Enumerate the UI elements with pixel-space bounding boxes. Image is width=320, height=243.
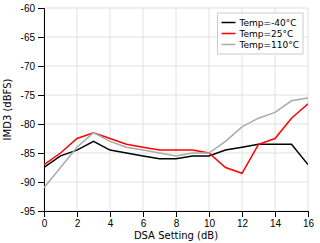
x-tick: 2 bbox=[75, 211, 81, 229]
grid-line-y bbox=[44, 8, 308, 9]
x-tick: 8 bbox=[174, 211, 180, 229]
legend-swatch bbox=[222, 44, 236, 46]
y-tick: -95 bbox=[21, 206, 44, 217]
legend-swatch bbox=[222, 22, 236, 24]
x-tick: 12 bbox=[237, 211, 249, 229]
x-tick: 6 bbox=[141, 211, 147, 229]
grid-line-y bbox=[44, 182, 308, 183]
y-tick-label: -95 bbox=[21, 206, 36, 217]
y-tick-label: -90 bbox=[21, 177, 36, 188]
grid bbox=[44, 8, 308, 211]
x-tick-label: 12 bbox=[237, 218, 249, 229]
x-tick-mark bbox=[242, 211, 243, 217]
legend: Temp=-40°CTemp=25°CTemp=110°C bbox=[218, 13, 304, 54]
x-tick-mark bbox=[176, 211, 177, 217]
grid-line-y bbox=[44, 124, 308, 125]
x-axis-line bbox=[45, 212, 309, 218]
y-tick-mark bbox=[38, 95, 44, 96]
y-tick-label: -70 bbox=[21, 61, 36, 72]
x-tick: 0 bbox=[42, 211, 48, 229]
x-tick: 16 bbox=[303, 211, 315, 229]
y-tick-mark bbox=[38, 124, 44, 125]
legend-label: Temp=-40°C bbox=[239, 18, 297, 28]
series-line bbox=[44, 141, 308, 167]
y-tick-mark bbox=[38, 8, 44, 9]
grid-line-y bbox=[44, 66, 308, 67]
x-tick-mark bbox=[77, 211, 78, 217]
y-tick-mark bbox=[38, 66, 44, 67]
y-tick: -85 bbox=[21, 148, 44, 159]
x-tick: 10 bbox=[204, 211, 216, 229]
legend-box bbox=[218, 13, 304, 54]
grid-line-y bbox=[44, 95, 308, 96]
x-axis-title: DSA Setting (dB) bbox=[134, 230, 218, 241]
x-tick-label: 8 bbox=[174, 218, 180, 229]
chart-container: 0 2 4 6 8 10 12 14 16 -95 -90 -85 -80 -75 -70 -65 -60 DSA… bbox=[0, 0, 320, 243]
y-axis-line bbox=[38, 9, 45, 212]
y-tick: -90 bbox=[21, 177, 44, 188]
x-tick-label: 4 bbox=[108, 218, 114, 229]
y-tick: -60 bbox=[21, 3, 44, 14]
chart-svg: 0 2 4 6 8 10 12 14 16 -95 -90 -85 -80 -75 -70 -65 -60 DSA… bbox=[0, 0, 320, 243]
legend-label: Temp=25°C bbox=[239, 29, 294, 39]
y-tick-label: -65 bbox=[21, 32, 36, 43]
series-line bbox=[44, 98, 308, 188]
y-tick: -70 bbox=[21, 61, 44, 72]
x-tick-mark bbox=[143, 211, 144, 217]
x-axis: 0 2 4 6 8 10 12 14 16 bbox=[42, 211, 315, 229]
x-tick-mark bbox=[209, 211, 210, 217]
grid-line-x bbox=[308, 8, 309, 211]
x-tick-label: 16 bbox=[303, 218, 315, 229]
y-axis-title: IMD3 (dBFS) bbox=[2, 79, 13, 141]
x-tick-mark bbox=[275, 211, 276, 217]
y-tick: -80 bbox=[21, 119, 44, 130]
y-tick-label: -60 bbox=[21, 3, 36, 14]
grid-line-x bbox=[143, 8, 144, 211]
x-tick-label: 2 bbox=[75, 218, 81, 229]
y-tick-mark bbox=[38, 37, 44, 38]
y-tick-label: -75 bbox=[21, 90, 36, 101]
grid-line-x bbox=[209, 8, 210, 211]
grid-line-x bbox=[110, 8, 111, 211]
legend-swatch bbox=[222, 33, 236, 35]
plot-area bbox=[44, 98, 308, 188]
x-tick-label: 0 bbox=[42, 218, 48, 229]
x-tick: 4 bbox=[108, 211, 114, 229]
y-tick-mark bbox=[38, 211, 44, 212]
x-tick: 14 bbox=[270, 211, 282, 229]
y-tick-label: -80 bbox=[21, 119, 36, 130]
y-tick: -65 bbox=[21, 32, 44, 43]
grid-line-y bbox=[44, 153, 308, 154]
x-tick-label: 14 bbox=[270, 218, 282, 229]
grid-line-x bbox=[176, 8, 177, 211]
y-tick: -75 bbox=[21, 90, 44, 101]
y-tick-mark bbox=[38, 153, 44, 154]
y-axis: -95 -90 -85 -80 -75 -70 -65 -60 bbox=[21, 3, 45, 217]
x-tick-label: 6 bbox=[141, 218, 147, 229]
x-tick-label: 10 bbox=[204, 218, 216, 229]
y-tick-label: -85 bbox=[21, 148, 36, 159]
x-tick-mark bbox=[110, 211, 111, 217]
grid-line-x bbox=[77, 8, 78, 211]
x-tick-mark bbox=[308, 211, 309, 217]
y-tick-mark bbox=[38, 182, 44, 183]
legend-label: Temp=110°C bbox=[239, 40, 300, 50]
